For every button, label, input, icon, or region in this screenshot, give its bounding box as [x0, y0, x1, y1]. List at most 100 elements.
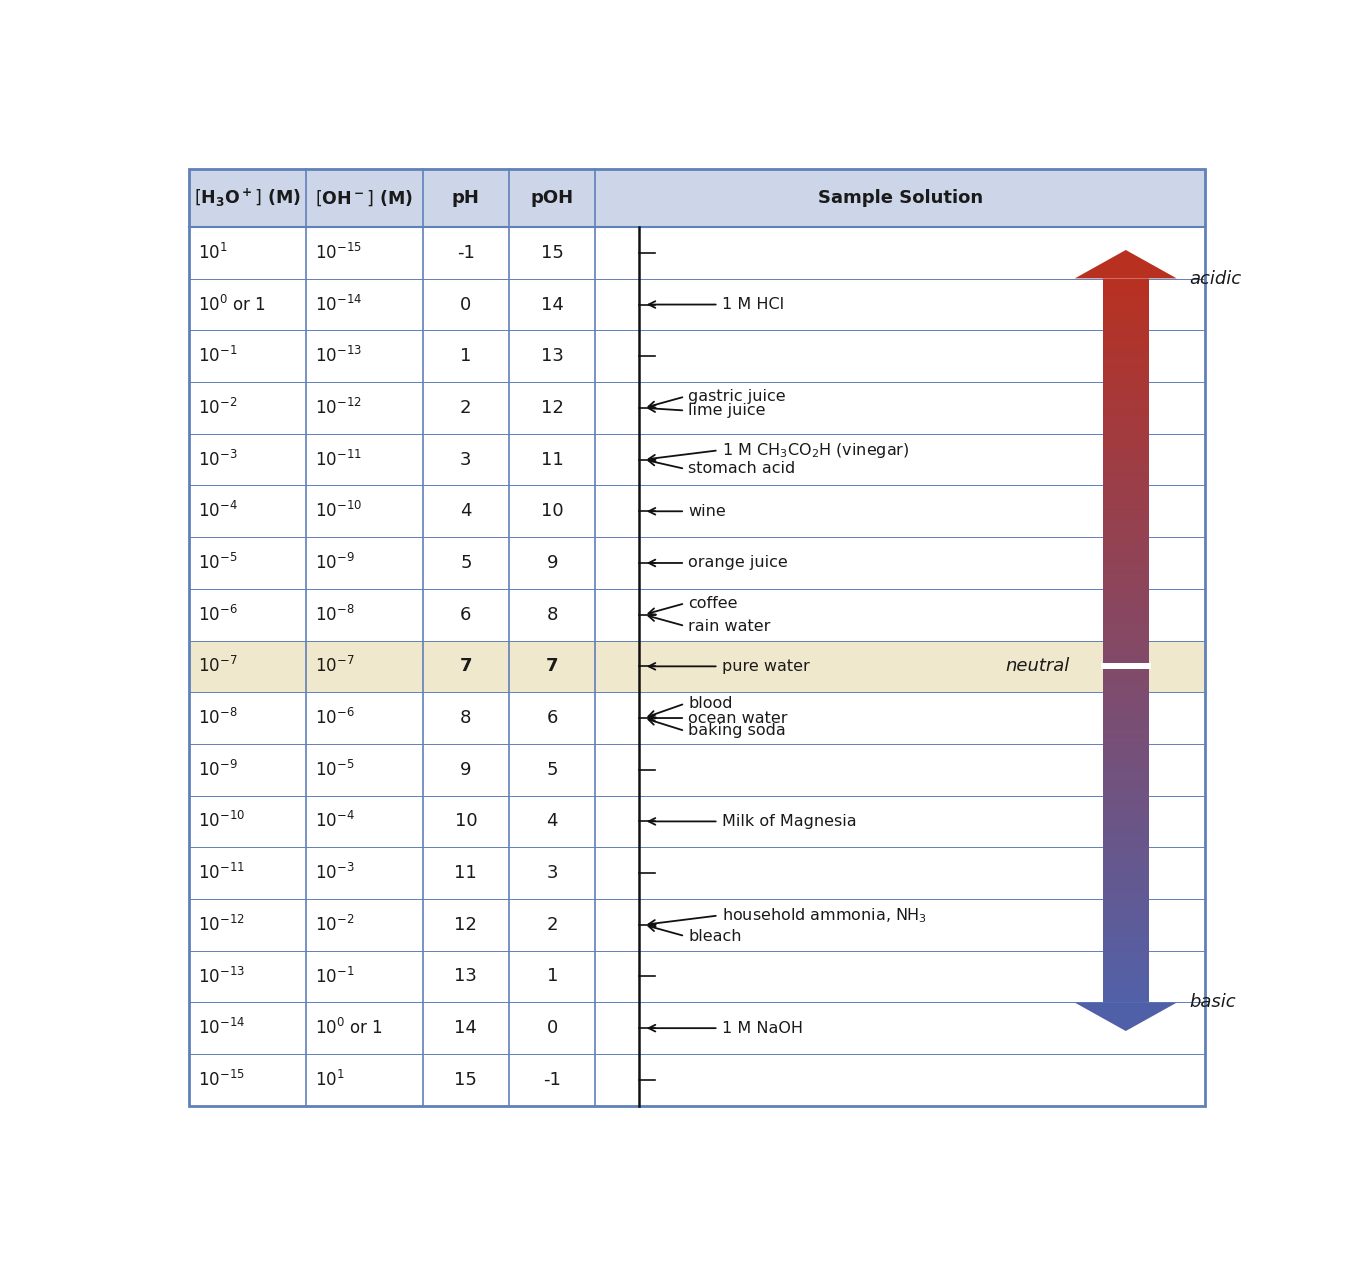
- Bar: [1103, 692, 1149, 694]
- Bar: [1103, 901, 1149, 904]
- Bar: [1103, 411, 1149, 414]
- Text: 7: 7: [545, 658, 559, 675]
- Bar: [1103, 634, 1149, 636]
- Bar: [1103, 478, 1149, 481]
- Bar: [1103, 674, 1149, 676]
- Bar: [1103, 750, 1149, 751]
- Bar: [1103, 964, 1149, 967]
- Text: basic: basic: [1190, 993, 1236, 1011]
- Bar: [1103, 766, 1149, 769]
- Bar: [1103, 457, 1149, 459]
- Text: Sample Solution: Sample Solution: [817, 189, 983, 207]
- Bar: [1103, 351, 1149, 353]
- Bar: [1103, 385, 1149, 387]
- Bar: [1103, 610, 1149, 612]
- Text: bleach: bleach: [688, 929, 741, 944]
- Bar: [1103, 882, 1149, 885]
- Bar: [1103, 805, 1149, 806]
- Bar: [1103, 361, 1149, 363]
- Bar: [1103, 443, 1149, 445]
- Text: coffee: coffee: [688, 596, 737, 611]
- Bar: [1103, 586, 1149, 587]
- Bar: [1103, 858, 1149, 859]
- Bar: [1103, 594, 1149, 597]
- Bar: [1103, 703, 1149, 705]
- Bar: [1103, 676, 1149, 679]
- Bar: [1103, 528, 1149, 530]
- Bar: [1103, 843, 1149, 846]
- Bar: [1103, 822, 1149, 824]
- Text: 10$^{-11}$: 10$^{-11}$: [316, 449, 362, 469]
- Bar: [1103, 425, 1149, 428]
- Bar: [1103, 734, 1149, 737]
- Bar: [1103, 565, 1149, 568]
- Bar: [1103, 438, 1149, 440]
- Bar: [1103, 581, 1149, 583]
- Bar: [1103, 986, 1149, 988]
- Bar: [1103, 392, 1149, 395]
- Bar: [1103, 288, 1149, 290]
- Text: 3: 3: [547, 864, 558, 882]
- Bar: [1103, 522, 1149, 525]
- Text: 10$^{-2}$: 10$^{-2}$: [316, 915, 355, 935]
- Bar: [1103, 758, 1149, 761]
- Bar: [1103, 639, 1149, 641]
- Bar: [1103, 401, 1149, 404]
- Bar: [1103, 342, 1149, 343]
- Bar: [1103, 875, 1149, 877]
- Text: 1 M CH$_3$CO$_2$H (vinegar): 1 M CH$_3$CO$_2$H (vinegar): [722, 440, 908, 459]
- Bar: [1103, 880, 1149, 882]
- Bar: [1103, 957, 1149, 959]
- Bar: [1103, 481, 1149, 483]
- Bar: [1103, 414, 1149, 416]
- Bar: [1103, 840, 1149, 843]
- Bar: [1103, 991, 1149, 993]
- Bar: [1103, 798, 1149, 800]
- Bar: [1103, 486, 1149, 488]
- Bar: [1103, 727, 1149, 729]
- Bar: [189, 641, 1205, 692]
- Text: 0: 0: [547, 1020, 558, 1037]
- Bar: [1103, 327, 1149, 329]
- Bar: [1103, 451, 1149, 452]
- Bar: [1103, 832, 1149, 833]
- Bar: [1103, 973, 1149, 976]
- Text: 10$^{-4}$: 10$^{-4}$: [199, 501, 238, 521]
- Bar: [1103, 724, 1149, 727]
- Bar: [1103, 395, 1149, 396]
- Bar: [1103, 525, 1149, 528]
- Text: 8: 8: [547, 606, 558, 623]
- Bar: [1103, 949, 1149, 952]
- Text: 8: 8: [460, 709, 472, 727]
- Text: 4: 4: [460, 502, 472, 520]
- Bar: [1103, 829, 1149, 832]
- Bar: [1103, 962, 1149, 964]
- Bar: [1103, 541, 1149, 544]
- Bar: [1103, 655, 1149, 658]
- Bar: [1103, 914, 1149, 915]
- Bar: [1103, 554, 1149, 557]
- Bar: [1103, 573, 1149, 575]
- Bar: [1103, 416, 1149, 419]
- Bar: [1103, 578, 1149, 581]
- Text: 12: 12: [454, 916, 477, 934]
- Bar: [1103, 679, 1149, 681]
- Bar: [1103, 800, 1149, 803]
- Bar: [1103, 517, 1149, 520]
- Bar: [1103, 859, 1149, 862]
- Bar: [1103, 909, 1149, 911]
- Bar: [1103, 520, 1149, 522]
- Bar: [1103, 419, 1149, 422]
- Bar: [1103, 469, 1149, 472]
- Bar: [1103, 851, 1149, 853]
- Bar: [1103, 729, 1149, 732]
- Bar: [1103, 448, 1149, 451]
- Text: 10$^{-8}$: 10$^{-8}$: [199, 708, 238, 728]
- Bar: [1103, 896, 1149, 899]
- Text: 2: 2: [460, 399, 472, 416]
- Text: 1: 1: [547, 968, 558, 986]
- Text: 13: 13: [454, 968, 477, 986]
- Bar: [1103, 557, 1149, 559]
- Bar: [189, 169, 1205, 227]
- Text: 10$^{-3}$: 10$^{-3}$: [316, 863, 355, 883]
